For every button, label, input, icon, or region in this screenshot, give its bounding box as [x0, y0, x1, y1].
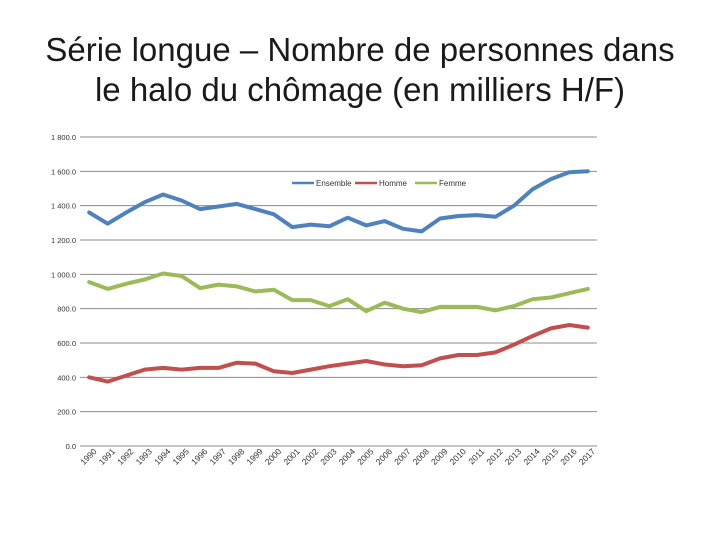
x-tick-label: 2014 [521, 446, 542, 467]
x-tick-label: 2004 [337, 446, 358, 467]
x-tick-label: 2007 [392, 446, 413, 467]
x-tick-label: 2012 [484, 446, 505, 467]
x-tick-label: 1990 [78, 446, 99, 467]
y-tick-label: 400.0 [57, 373, 76, 382]
legend-label-femme: Femme [439, 179, 467, 188]
x-tick-label: 2015 [540, 446, 561, 467]
x-tick-label: 2016 [558, 446, 579, 467]
x-tick-label: 2001 [281, 446, 302, 467]
x-tick-label: 1994 [152, 446, 173, 467]
x-tick-label: 2013 [503, 446, 524, 467]
y-tick-label: 1 200.0 [51, 236, 76, 245]
x-tick-label: 2009 [429, 446, 450, 467]
series-line-ensemble [87, 169, 590, 234]
x-tick-label: 2010 [447, 446, 468, 467]
y-tick-label: 200.0 [57, 408, 76, 417]
x-tick-label: 2017 [577, 446, 598, 467]
y-tick-label: 600.0 [57, 339, 76, 348]
series-line-homme [87, 323, 590, 384]
legend-label-homme: Homme [379, 179, 408, 188]
y-tick-label: 1 600.0 [51, 167, 76, 176]
x-tick-label: 2006 [374, 446, 395, 467]
x-tick-label: 1991 [97, 446, 118, 467]
x-tick-label: 2011 [466, 446, 486, 466]
y-tick-label: 800.0 [57, 305, 76, 314]
x-tick-label: 1995 [171, 446, 192, 467]
title-line-2: le halo du chômage (en milliers H/F) [94, 71, 626, 108]
x-tick-label: 2003 [318, 446, 339, 467]
x-tick-label: 1998 [226, 446, 247, 467]
title-line-1: Série longue – Nombre de personnes dans [45, 31, 675, 68]
x-tick-label: 1999 [244, 446, 265, 467]
y-tick-label: 1 400.0 [51, 202, 76, 211]
x-tick-label: 2000 [263, 446, 284, 467]
y-tick-label: 1 800.0 [51, 133, 76, 142]
x-tick-label: 1996 [189, 446, 210, 467]
x-tick-label: 1997 [207, 446, 228, 467]
x-tick-label: 2002 [300, 446, 321, 467]
y-tick-label: 0.0 [66, 442, 76, 451]
x-tick-label: 1992 [115, 446, 136, 467]
slide-title: Série longue – Nombre de personnes dans … [0, 30, 720, 110]
x-tick-label: 2008 [411, 446, 432, 467]
series-line-femme [87, 271, 590, 315]
y-tick-label: 1 000.0 [51, 270, 76, 279]
legend-label-ensemble: Ensemble [316, 179, 352, 188]
x-tick-label: 1993 [134, 446, 155, 467]
x-tick-label: 2005 [355, 446, 376, 467]
